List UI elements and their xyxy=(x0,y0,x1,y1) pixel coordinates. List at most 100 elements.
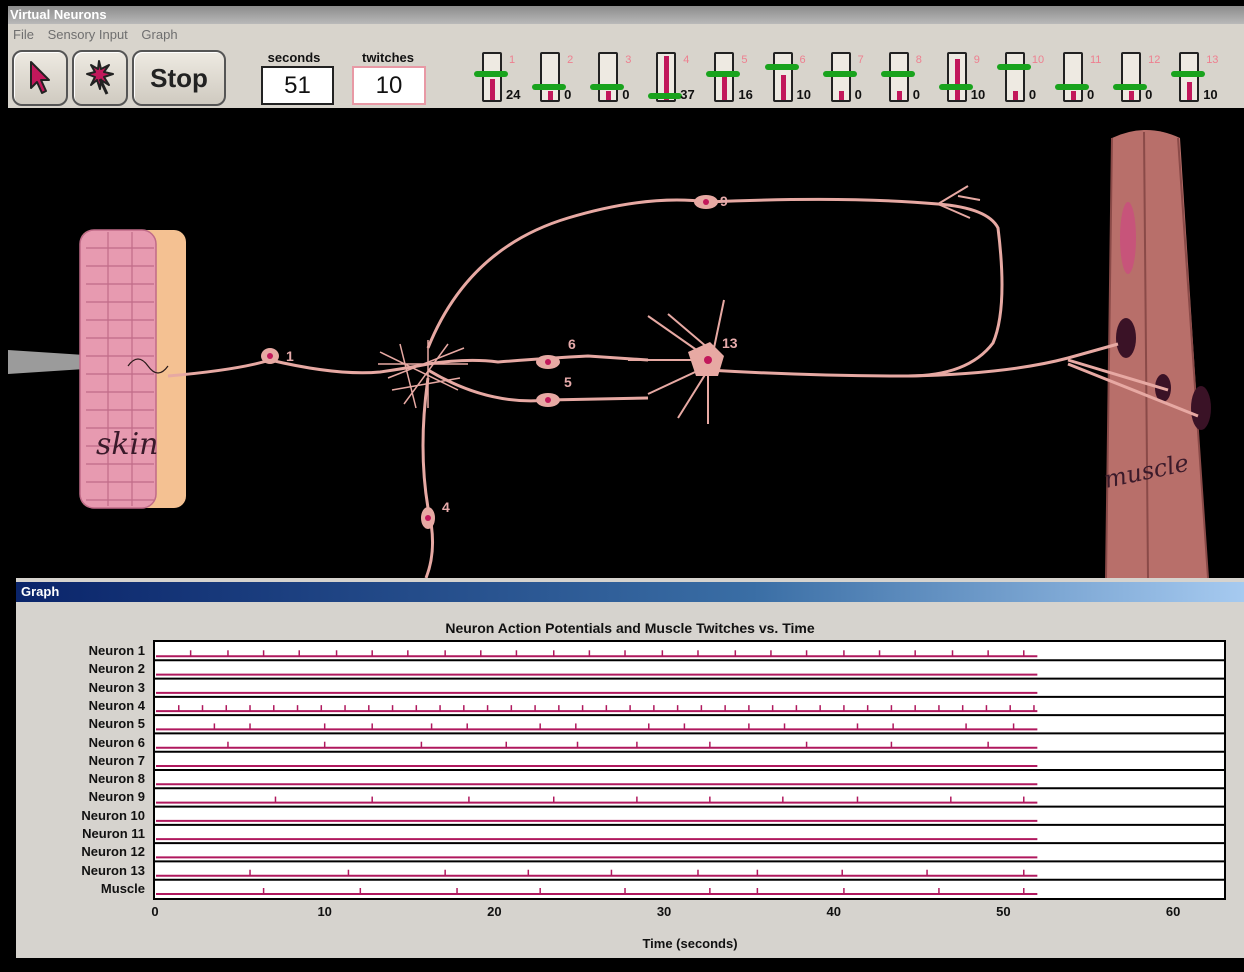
row-label: Neuron 4 xyxy=(88,698,145,713)
threshold-slider[interactable] xyxy=(648,93,683,99)
meter-bar xyxy=(946,52,967,102)
meter-bar xyxy=(714,52,735,102)
threshold-slider[interactable] xyxy=(1171,71,1206,77)
row-label: Neuron 9 xyxy=(88,789,145,805)
neuron-label-1: 1 xyxy=(286,348,294,364)
neuron-meter-11[interactable]: 11 0 xyxy=(1055,52,1117,106)
row-label: Neuron 8 xyxy=(88,771,145,787)
menu-sensory-input[interactable]: Sensory Input xyxy=(47,27,128,42)
meter-bar xyxy=(656,52,677,102)
skin-label: skin xyxy=(96,427,159,462)
meter-id: 11 xyxy=(1090,54,1102,66)
twitches-counter: 10 xyxy=(352,66,426,105)
meter-id: 6 xyxy=(799,54,806,66)
neuron-label-6: 6 xyxy=(568,336,576,352)
neuron-meter-12[interactable]: 12 0 xyxy=(1113,52,1175,106)
threshold-slider[interactable] xyxy=(1055,84,1089,90)
window-title: Virtual Neurons xyxy=(10,7,107,22)
meter-id: 3 xyxy=(625,54,632,66)
threshold-slider[interactable] xyxy=(764,64,799,70)
meter-id: 4 xyxy=(683,54,690,66)
menu-file[interactable]: File xyxy=(13,27,34,42)
neuron-scene[interactable]: skin muscle 1 4 5 6 9 13 xyxy=(8,108,1244,579)
stimulate-tool-button[interactable] xyxy=(72,50,128,106)
axon-paths xyxy=(167,197,1199,579)
meter-id: 7 xyxy=(857,54,864,66)
meter-fill xyxy=(606,91,612,100)
threshold-slider[interactable] xyxy=(474,71,508,77)
neuron-meter-9[interactable]: 9 10 xyxy=(938,52,1001,106)
meter-fill xyxy=(1012,91,1018,100)
meter-bar xyxy=(888,52,909,102)
bottom-border xyxy=(0,958,1244,972)
meter-fill xyxy=(1187,82,1193,100)
meter-bar xyxy=(772,52,793,102)
select-tool-button[interactable] xyxy=(12,50,68,106)
neuron-meter-5[interactable]: 5 16 xyxy=(706,52,768,106)
meter-fill xyxy=(954,59,960,100)
stop-button[interactable]: Stop xyxy=(132,50,226,106)
meter-count: 0 xyxy=(1028,87,1037,102)
x-tick-label: 60 xyxy=(1165,904,1181,919)
graph-window-title-bar[interactable]: Graph xyxy=(16,582,1244,602)
threshold-slider[interactable] xyxy=(880,71,915,77)
meter-id: 1 xyxy=(509,54,516,66)
muscle-tissue xyxy=(1105,130,1211,579)
neuron-label-9: 9 xyxy=(720,193,728,209)
row-label: Neuron 2 xyxy=(88,661,145,677)
meter-id: 5 xyxy=(741,54,748,66)
neuron-label-13: 13 xyxy=(722,335,738,351)
synapse-cluster xyxy=(378,340,468,409)
row-label: Neuron 5 xyxy=(88,716,145,732)
meter-bar xyxy=(1121,52,1142,102)
x-tick-label: 50 xyxy=(996,904,1011,919)
row-label: Neuron 12 xyxy=(81,844,145,860)
meter-fill xyxy=(1071,91,1076,100)
skin-tissue xyxy=(79,229,186,509)
row-label: Neuron 11 xyxy=(82,826,145,841)
seconds-counter: 51 xyxy=(261,66,334,105)
threshold-slider[interactable] xyxy=(996,64,1031,70)
row-label: Neuron 6 xyxy=(88,734,145,750)
threshold-slider[interactable] xyxy=(1113,84,1148,90)
menu-graph[interactable]: Graph xyxy=(141,27,178,42)
meter-fill xyxy=(548,91,554,100)
threshold-slider[interactable] xyxy=(532,84,567,90)
meter-id: 12 xyxy=(1148,54,1161,66)
x-tick-label: 20 xyxy=(487,904,502,919)
threshold-slider[interactable] xyxy=(822,71,857,77)
neuron-meter-13[interactable]: 13 10 xyxy=(1171,52,1233,106)
neuron-meter-6[interactable]: 6 10 xyxy=(764,52,827,106)
neuron-meter-4[interactable]: 4 37 xyxy=(648,52,710,106)
meter-count: 10 xyxy=(796,87,811,102)
twitches-label: twitches xyxy=(361,50,414,65)
meter-count: 0 xyxy=(1145,87,1153,102)
meter-count: 16 xyxy=(738,87,753,102)
meter-fill xyxy=(664,56,670,100)
neuron-meter-10[interactable]: 10 0 xyxy=(996,52,1059,106)
threshold-slider[interactable] xyxy=(590,84,625,90)
meter-count: 0 xyxy=(622,87,630,102)
window-title-bar: Virtual Neurons xyxy=(8,6,1244,24)
row-label: Muscle xyxy=(100,880,145,896)
meter-count: 0 xyxy=(564,87,572,102)
meter-id: 10 xyxy=(1031,54,1045,66)
threshold-slider[interactable] xyxy=(938,84,973,90)
meter-bar xyxy=(598,52,619,102)
meter-bar xyxy=(1063,52,1083,102)
meter-bar xyxy=(1004,52,1025,102)
threshold-slider[interactable] xyxy=(706,71,741,77)
neuron-label-4: 4 xyxy=(442,499,450,515)
row-label: Neuron 3 xyxy=(88,679,145,695)
meter-bar xyxy=(482,52,502,102)
x-axis-label: Time (seconds) xyxy=(642,936,738,951)
meter-count: 10 xyxy=(970,87,986,102)
x-tick-label: 0 xyxy=(151,904,159,919)
neuron-meter-1[interactable]: 1 24 xyxy=(474,52,536,106)
meter-fill xyxy=(722,75,728,100)
